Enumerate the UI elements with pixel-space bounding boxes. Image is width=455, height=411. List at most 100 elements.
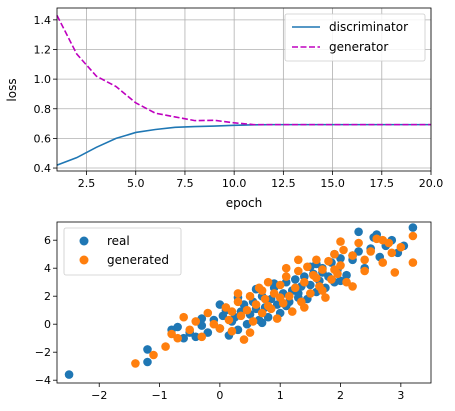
scatter-point-generated	[396, 242, 406, 252]
x-tick-label: 2	[337, 389, 344, 402]
y-tick-label: 1.2	[34, 43, 52, 56]
legend-swatch-real	[79, 236, 89, 246]
x-axis-ticks: 2.5 5.0 7.5 10.0 12.5 15.0 17.5 20.0	[78, 171, 443, 190]
legend-label-real: real	[107, 234, 130, 248]
scatter-point-generated	[203, 308, 213, 318]
scatter-point-generated	[408, 258, 418, 267]
legend: real generated	[63, 227, 182, 276]
scatter-point-generated	[209, 319, 219, 329]
legend-swatch-generated	[79, 255, 89, 265]
legend-label-generated: generated	[107, 253, 169, 267]
scatter-point-generated	[269, 289, 279, 298]
scatter-point-generated	[324, 256, 333, 266]
y-axis-ticks: −4 −2 0 2 4 6	[35, 234, 57, 387]
scatter-point-real	[257, 318, 267, 328]
x-tick-label: 20.0	[419, 177, 444, 190]
scatter-point-generated	[303, 262, 312, 272]
y-tick-label: 0.6	[34, 132, 52, 145]
scatter-point-generated	[348, 251, 357, 260]
x-tick-label: 3	[397, 389, 404, 402]
scatter-point-generated	[245, 328, 255, 337]
scatter-point-generated	[239, 335, 249, 344]
scatter-point-generated	[342, 277, 351, 287]
scatter-point-generated	[167, 329, 176, 339]
x-tick-label: 7.5	[176, 177, 194, 190]
legend-label-generator: generator	[329, 40, 388, 54]
x-tick-label: 0	[216, 389, 223, 402]
x-tick-label: 5.0	[127, 177, 145, 190]
scatter-point-real	[408, 223, 418, 232]
scatter-point-generated	[179, 312, 188, 322]
scatter-point-generated	[173, 333, 182, 343]
scatter-point-generated	[354, 238, 363, 248]
scatter-point-generated	[263, 277, 273, 287]
y-tick-label: 0.8	[34, 103, 52, 116]
legend-box	[284, 13, 426, 62]
scatter-point-generated	[227, 307, 237, 316]
scatter-point-generated	[287, 307, 297, 316]
scatter-point-generated	[318, 286, 327, 295]
scatter-point-generated	[348, 282, 357, 291]
scatter-point-real	[191, 332, 201, 342]
scatter-point-generated	[366, 247, 375, 256]
scatter-point-generated	[197, 332, 207, 342]
real-vs-generated-scatter: −2 −1 0 1 2 3 −4 −2 0 2 4 6 real generated	[35, 221, 432, 402]
legend: discriminator generator	[284, 13, 426, 62]
scatter-point-generated	[336, 261, 345, 270]
scatter-point-real	[179, 333, 188, 343]
points-layer	[64, 223, 418, 379]
y-tick-label: 6	[44, 234, 51, 247]
scatter-point-real	[197, 321, 207, 330]
y-tick-label: 0.4	[34, 162, 52, 175]
x-tick-label: 2.5	[78, 177, 96, 190]
scatter-point-real	[290, 275, 300, 284]
y-axis-label: loss	[5, 78, 19, 101]
x-tick-label: 12.5	[271, 177, 296, 190]
scatter-point-generated	[360, 266, 369, 276]
scatter-point-generated	[185, 325, 195, 335]
scatter-point-generated	[360, 255, 369, 265]
x-tick-label: −1	[151, 389, 167, 402]
scatter-point-generated	[306, 289, 315, 298]
series-line-generator	[56, 15, 431, 126]
scatter-point-generated	[191, 317, 201, 326]
y-tick-label: 0	[44, 318, 51, 331]
scatter-point-generated	[260, 294, 270, 304]
scatter-point-generated	[215, 324, 225, 333]
scatter-point-generated	[336, 237, 345, 246]
scatter-point-real	[203, 328, 213, 337]
scatter-point-generated	[275, 280, 285, 290]
scatter-point-generated	[245, 291, 255, 301]
scatter-point-generated	[251, 300, 261, 309]
scatter-point-generated	[312, 273, 321, 283]
y-tick-label: 1.0	[34, 73, 52, 86]
scatter-point-generated	[378, 258, 388, 267]
scatter-point-generated	[293, 255, 303, 265]
y-tick-label: −4	[35, 374, 51, 387]
scatter-point-real	[354, 247, 363, 256]
legend-label-discriminator: discriminator	[329, 20, 408, 34]
scatter-point-generated	[387, 248, 397, 258]
x-tick-label: −2	[91, 389, 107, 402]
x-tick-label: 10.0	[222, 177, 247, 190]
y-tick-label: 2	[44, 290, 51, 303]
scatter-point-generated	[290, 283, 300, 293]
scatter-point-generated	[224, 315, 234, 325]
x-tick-label: 15.0	[320, 177, 345, 190]
scatter-point-generated	[293, 266, 303, 276]
scatter-point-real	[342, 270, 351, 280]
scatter-point-generated	[300, 303, 309, 312]
scatter-point-generated	[318, 265, 327, 274]
y-tick-label: 1.4	[34, 14, 52, 27]
y-axis-ticks: 0.4 0.6 0.8 1.0 1.2 1.4	[34, 14, 57, 175]
scatter-point-real	[336, 254, 345, 263]
x-axis-ticks: −2 −1 0 1 2 3	[91, 383, 404, 402]
y-tick-label: 4	[44, 262, 51, 275]
scatter-point-generated	[248, 317, 258, 326]
scatter-point-generated	[161, 342, 170, 351]
scatter-point-generated	[221, 303, 231, 312]
scatter-point-generated	[242, 305, 252, 315]
scatter-point-real	[263, 312, 273, 322]
scatter-point-generated	[227, 326, 237, 336]
loss-line-chart: 2.5 5.0 7.5 10.0 12.5 15.0 17.5 20.0 0.4 0.6 0.8 1…	[5, 7, 443, 210]
